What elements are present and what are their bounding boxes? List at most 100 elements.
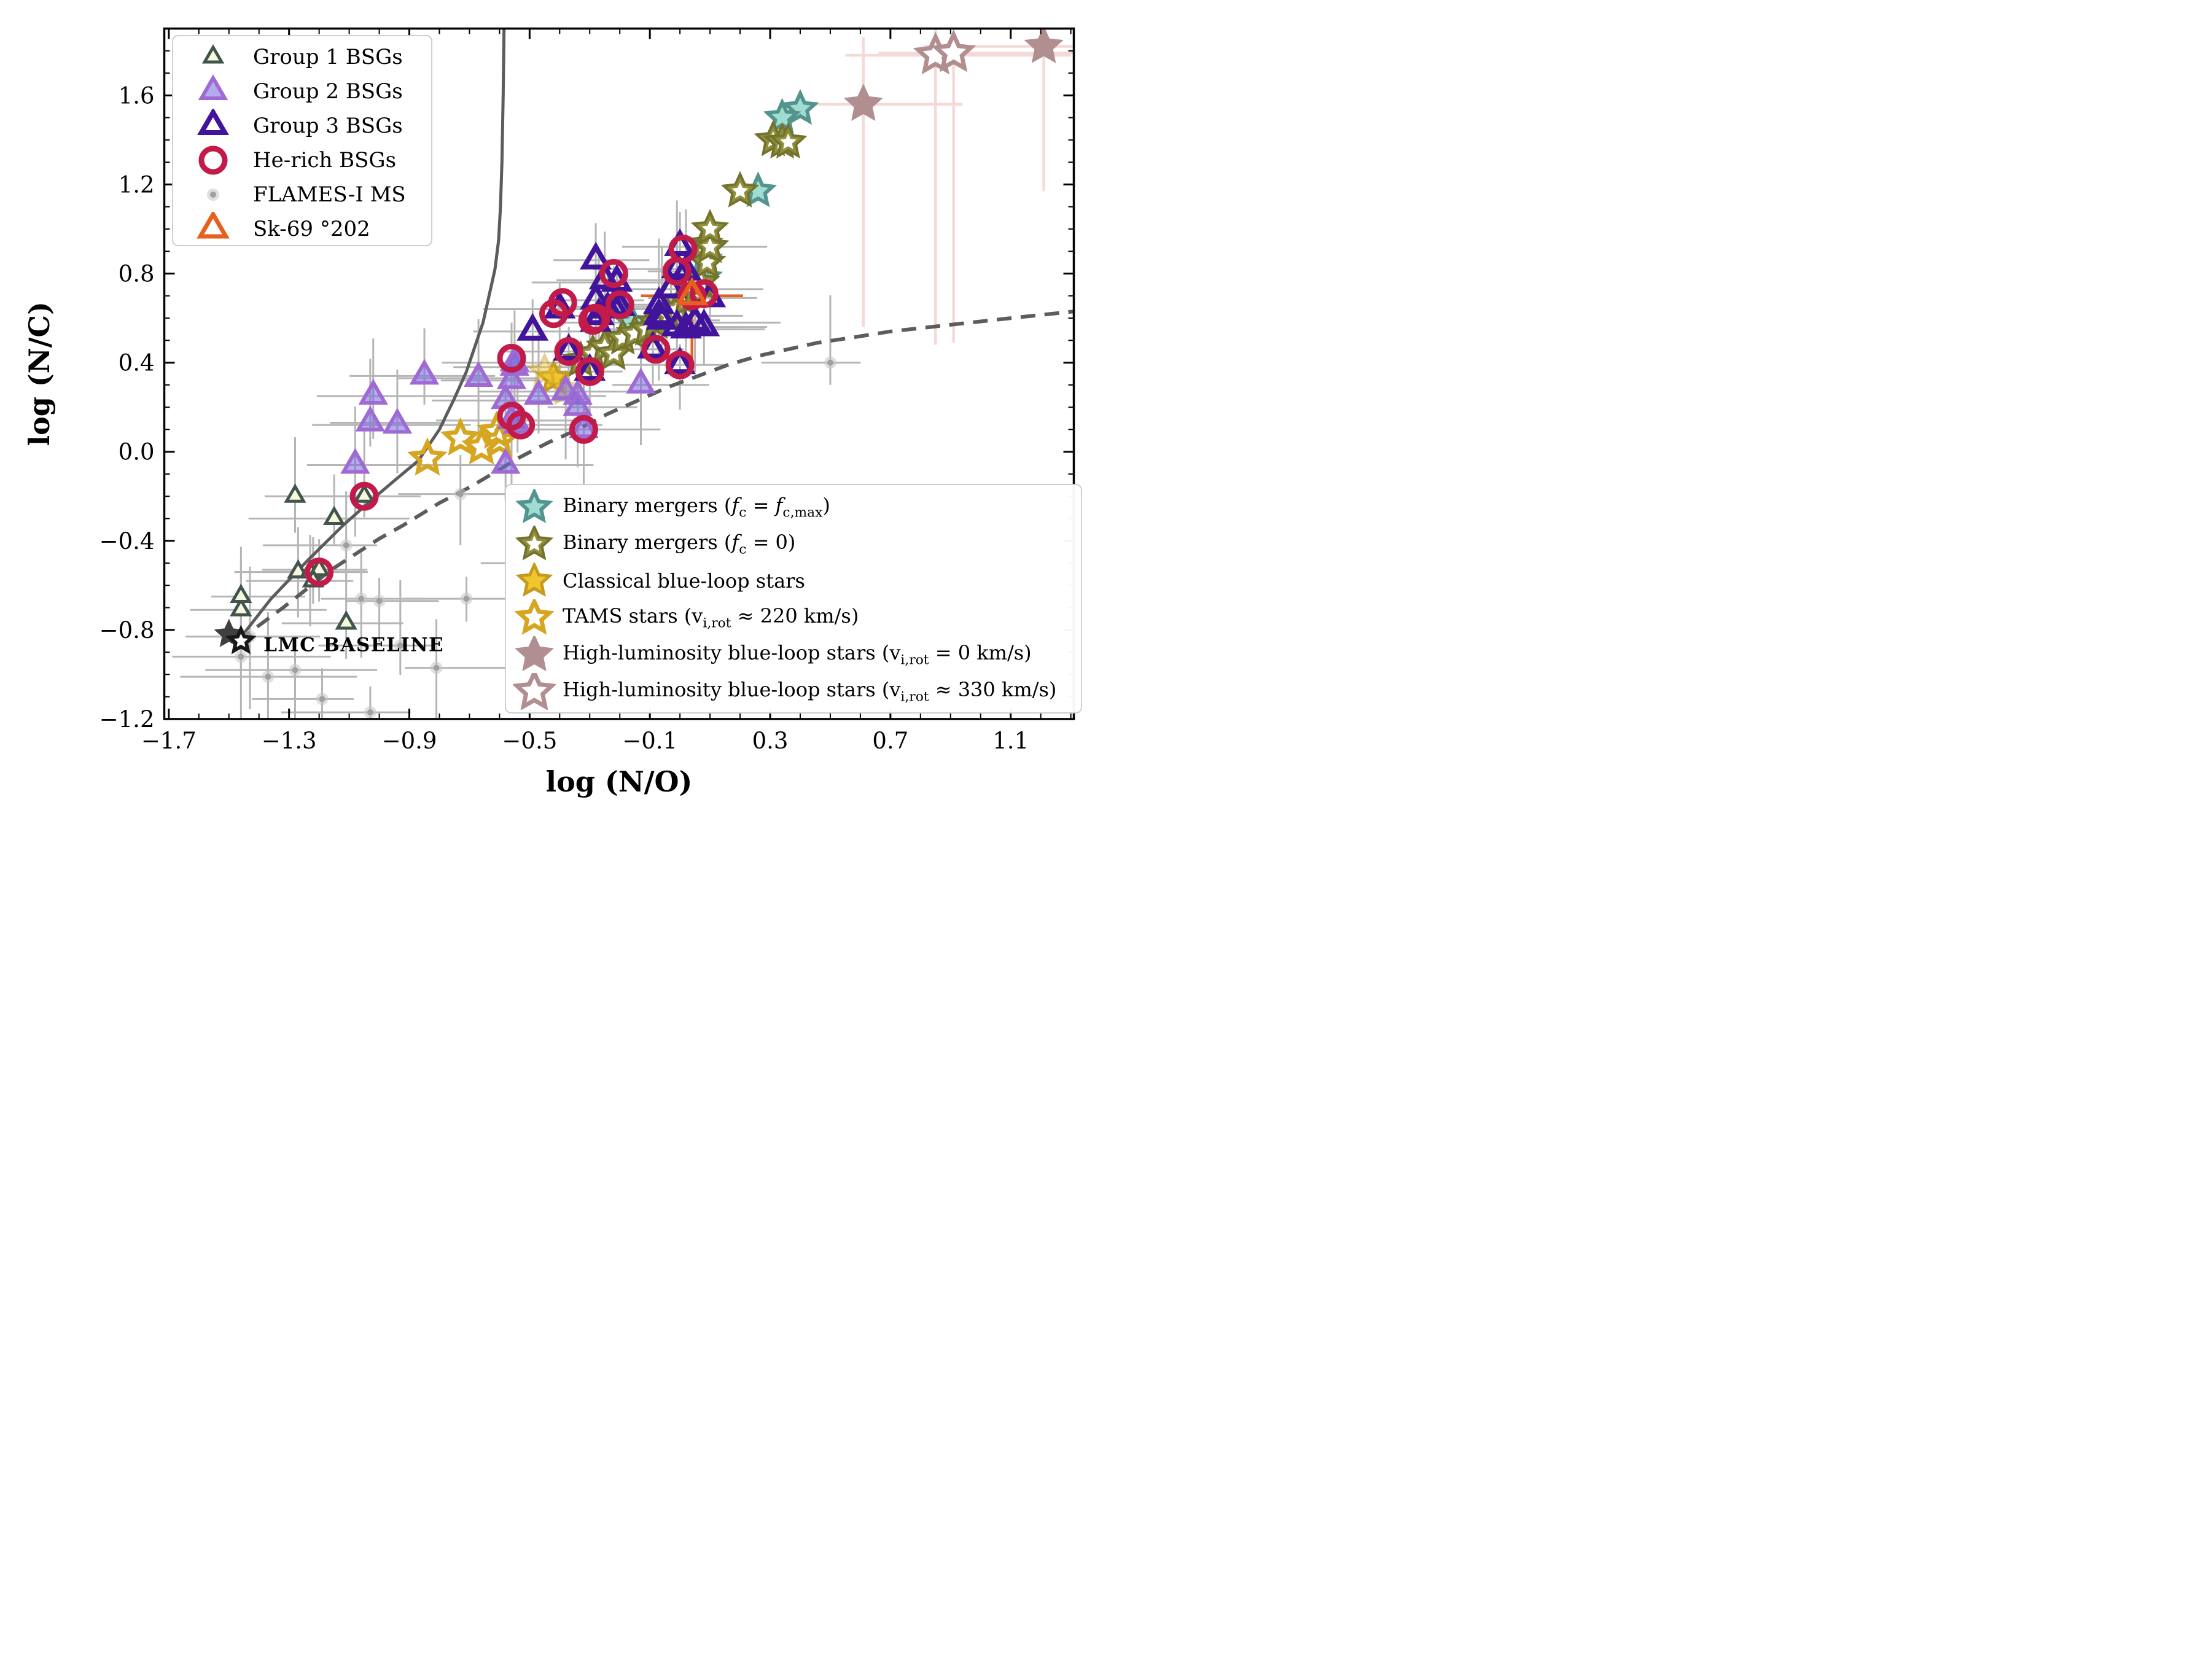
marker	[690, 209, 730, 246]
marker	[575, 357, 604, 386]
marker	[523, 378, 554, 405]
marker	[230, 597, 252, 616]
marker	[198, 74, 228, 100]
marker	[581, 303, 610, 333]
marker	[355, 593, 368, 605]
marker	[675, 276, 709, 306]
marker	[197, 109, 230, 135]
marker	[305, 558, 334, 587]
marker	[563, 390, 593, 416]
marker	[554, 336, 583, 366]
marker	[569, 412, 599, 438]
he-rich-icon	[173, 143, 253, 177]
marker	[235, 650, 247, 663]
marker	[340, 539, 353, 552]
legend-label: TAMS stars (vi,rot ≈ 220 km/s)	[563, 604, 859, 631]
legend-label: Classical blue-loop stars	[563, 569, 805, 593]
y-tick-label: 0.4	[119, 350, 155, 376]
marker	[655, 270, 687, 298]
legend-label: Group 2 BSGs	[253, 79, 403, 104]
marker	[599, 259, 628, 289]
legend-item: High-luminosity blue-loop stars (vi,rot …	[506, 673, 1081, 710]
marker	[430, 661, 443, 674]
scatter-plot: LMC BASELINE −1.7 −1.3 −0.9 −0.5 −0.1 0.3 0.7 1.…	[23, 27, 1075, 798]
marker	[284, 483, 306, 503]
legend-label: Sk-69 °202	[253, 217, 370, 241]
x-tick-label: −0.5	[502, 728, 557, 754]
legend-label: High-luminosity blue-loop stars (vi,rot …	[563, 678, 1057, 705]
x-tick-label: −1.3	[262, 728, 317, 754]
x-tick-label: 1.1	[992, 728, 1029, 754]
legend-item: Group 2 BSGs	[173, 74, 431, 109]
mauve-star-icon	[506, 636, 563, 673]
y-axis-label: log (N/C)	[23, 301, 56, 446]
teal-star-icon	[506, 489, 563, 526]
marker	[358, 378, 388, 405]
y-tick-label: −0.4	[99, 528, 155, 554]
marker	[382, 408, 413, 434]
x-tick-label: 0.3	[752, 728, 789, 754]
marker	[308, 556, 330, 577]
marker	[516, 313, 549, 341]
group1-icon	[173, 40, 253, 74]
y-tick-label: 1.2	[119, 171, 155, 198]
marker	[373, 594, 386, 607]
marker	[355, 405, 386, 432]
marker	[645, 301, 678, 330]
legend-item: Binary mergers (fc = 0)	[506, 526, 1081, 562]
marker	[664, 346, 696, 375]
marker	[515, 562, 553, 597]
marker	[409, 359, 440, 385]
mauve-star-open-icon	[506, 673, 563, 710]
series-group-1-bsgs	[230, 483, 376, 630]
marker	[198, 146, 228, 175]
legend-label: FLAMES-I MS	[253, 182, 406, 207]
marker	[769, 122, 808, 159]
marker	[322, 505, 346, 525]
legend-item: Group 3 BSGs	[173, 109, 431, 143]
gold-star-icon	[506, 562, 563, 599]
marker	[513, 673, 556, 710]
marker	[197, 212, 230, 239]
series-lmc-baseline-star	[225, 624, 257, 655]
flames-icon	[173, 177, 253, 212]
legend-item: TAMS stars (vi,rot ≈ 220 km/s)	[506, 599, 1081, 636]
series-high-luminosity-blue-loop-stars-v-i-rot-0-km-s-	[843, 28, 1064, 122]
marker	[720, 171, 760, 208]
marker	[230, 583, 252, 603]
marker	[661, 308, 693, 336]
marker	[340, 448, 370, 474]
marker	[1024, 28, 1064, 63]
group2-icon	[173, 74, 253, 109]
marker	[526, 352, 564, 388]
marker	[225, 624, 257, 655]
marker	[931, 29, 976, 72]
y-tick-label: 1.6	[119, 82, 155, 109]
marker	[580, 241, 612, 270]
marker	[497, 343, 526, 373]
marker	[496, 363, 527, 389]
pink-error-bars	[845, 28, 1074, 345]
x-axis-label: log (N/O)	[546, 765, 693, 798]
marker	[506, 410, 536, 440]
legend-item: Group 1 BSGs	[173, 40, 431, 74]
marker	[574, 353, 606, 381]
plot-border	[163, 27, 1075, 720]
marker	[454, 488, 467, 500]
marker	[316, 693, 329, 706]
pink-error-bars	[779, 28, 1074, 327]
olive-star-icon	[506, 526, 563, 562]
marker	[335, 610, 357, 630]
legend-item: He-rich BSGs	[173, 143, 431, 177]
marker	[394, 639, 407, 652]
series-high-luminosity-blue-loop-stars-v-i-rot-330-km-s-	[913, 29, 976, 75]
marker	[605, 290, 634, 319]
legend-item: Classical blue-loop stars	[506, 562, 1081, 599]
legend-label: Group 3 BSGs	[253, 114, 403, 138]
legend-item: High-luminosity blue-loop stars (vi,rot …	[506, 636, 1081, 673]
marker	[514, 599, 555, 635]
y-tick-label: 0.8	[119, 261, 155, 287]
legend-label: He-rich BSGs	[253, 148, 397, 173]
marker	[463, 360, 494, 387]
legend-item: Binary mergers (fc = fc,max)	[506, 489, 1081, 526]
